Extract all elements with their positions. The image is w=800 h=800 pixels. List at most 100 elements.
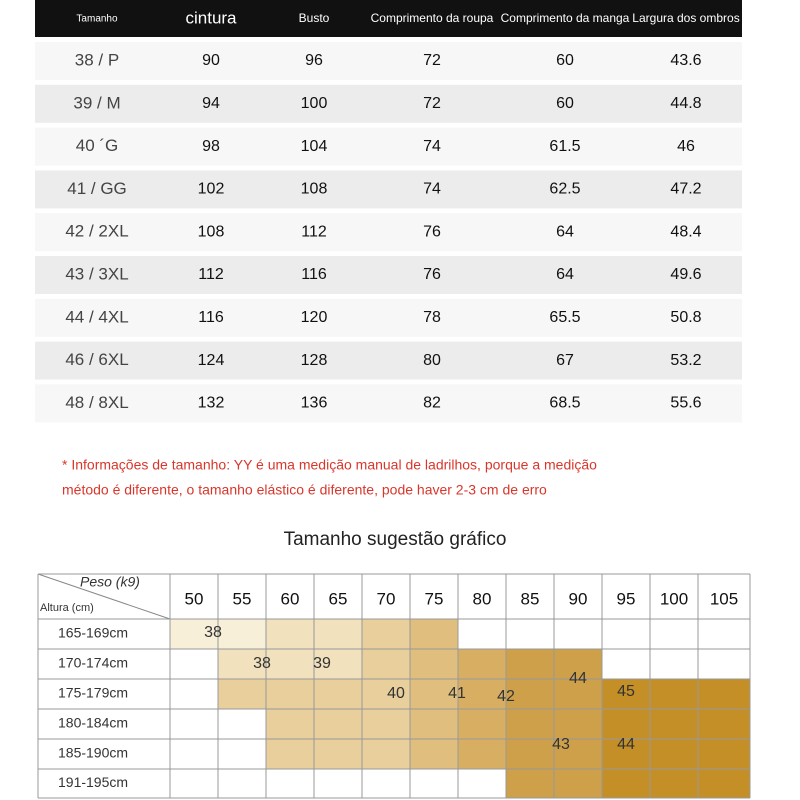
corner-height: Altura (cm) bbox=[40, 602, 94, 614]
cell: 112 bbox=[301, 223, 327, 240]
cell: 100 bbox=[301, 95, 328, 112]
cell: 124 bbox=[198, 352, 225, 369]
cell: 43.6 bbox=[670, 52, 701, 69]
row-bg bbox=[35, 341, 742, 380]
cell: 76 bbox=[423, 266, 441, 283]
height: 175-179cm bbox=[58, 685, 128, 701]
row-bg bbox=[35, 298, 742, 337]
weight: 90 bbox=[569, 589, 588, 608]
header-cell: cintura bbox=[185, 8, 237, 27]
cell: 82 bbox=[423, 395, 441, 412]
cell: 96 bbox=[305, 52, 323, 69]
cell: 46 / 6XL bbox=[65, 350, 128, 369]
cell: 112 bbox=[198, 266, 224, 283]
weight: 80 bbox=[473, 589, 492, 608]
weight: 65 bbox=[329, 589, 348, 608]
height: 185-190cm bbox=[58, 745, 128, 761]
cell: 64 bbox=[556, 266, 574, 283]
cell: 61.5 bbox=[549, 138, 580, 155]
cell: 104 bbox=[301, 138, 328, 155]
cell: 128 bbox=[301, 352, 328, 369]
cell: 48 / 8XL bbox=[65, 393, 128, 412]
cell: 55.6 bbox=[670, 395, 701, 412]
row-bg bbox=[35, 127, 742, 166]
cell: 108 bbox=[198, 223, 225, 240]
cell: 50.8 bbox=[670, 309, 701, 326]
size-label: 41 bbox=[448, 685, 466, 702]
cell: 98 bbox=[202, 138, 220, 155]
height: 191-195cm bbox=[58, 774, 128, 790]
size-label: 44 bbox=[617, 736, 635, 753]
height: 165-169cm bbox=[58, 625, 128, 641]
cell: 38 / P bbox=[75, 50, 119, 69]
cell: 116 bbox=[198, 309, 224, 326]
cell: 94 bbox=[202, 95, 220, 112]
row-bg bbox=[35, 384, 742, 423]
cell: 72 bbox=[423, 95, 441, 112]
cell: 41 / GG bbox=[67, 179, 127, 198]
weight: 100 bbox=[660, 589, 688, 608]
weight: 70 bbox=[377, 589, 396, 608]
cell: 108 bbox=[301, 181, 328, 198]
size-label: 43 bbox=[552, 736, 570, 753]
header-cell: Busto bbox=[299, 11, 330, 25]
size-label: 42 bbox=[497, 688, 515, 705]
corner-weight: Peso (k9) bbox=[80, 574, 140, 590]
corner-diag bbox=[37, 573, 171, 620]
cell: 53.2 bbox=[670, 352, 701, 369]
weight: 85 bbox=[521, 589, 540, 608]
size-label: 38 bbox=[253, 655, 271, 672]
cell: 39 / M bbox=[73, 93, 120, 112]
cell: 44.8 bbox=[670, 95, 701, 112]
size-label: 38 bbox=[204, 624, 222, 641]
row-bg bbox=[35, 170, 742, 209]
cell: 60 bbox=[556, 52, 574, 69]
weight: 60 bbox=[281, 589, 300, 608]
chart-title: Tamanho sugestão gráfico bbox=[284, 529, 507, 550]
header-bg bbox=[35, 0, 742, 37]
cell: 60 bbox=[556, 95, 574, 112]
cell: 49.6 bbox=[670, 266, 701, 283]
cell: 132 bbox=[198, 395, 225, 412]
cell: 116 bbox=[301, 266, 327, 283]
cell: 67 bbox=[556, 352, 574, 369]
cell: 68.5 bbox=[549, 395, 580, 412]
cell: 76 bbox=[423, 223, 441, 240]
cell: 90 bbox=[202, 52, 220, 69]
cell: 102 bbox=[198, 181, 225, 198]
cell: 72 bbox=[423, 52, 441, 69]
cell: 74 bbox=[423, 181, 441, 198]
note: * Informações de tamanho: YY é uma mediç… bbox=[62, 457, 597, 473]
cell: 65.5 bbox=[549, 309, 580, 326]
cell: 42 / 2XL bbox=[65, 222, 128, 241]
weight: 55 bbox=[233, 589, 252, 608]
header-cell: Comprimento da manga bbox=[501, 11, 630, 25]
size-label: 40 bbox=[387, 685, 405, 702]
weight: 50 bbox=[185, 589, 204, 608]
row-bg bbox=[35, 256, 742, 294]
cell: 44 / 4XL bbox=[65, 307, 128, 326]
cell: 74 bbox=[423, 138, 441, 155]
header-cell: Comprimento da roupa bbox=[371, 11, 494, 25]
height: 180-184cm bbox=[58, 715, 128, 731]
size-label: 45 bbox=[617, 683, 635, 700]
cell: 120 bbox=[301, 309, 328, 326]
cell: 48.4 bbox=[670, 223, 701, 240]
cell: 80 bbox=[423, 352, 441, 369]
size-label: 39 bbox=[313, 655, 331, 672]
weight: 95 bbox=[617, 589, 636, 608]
row-bg bbox=[35, 42, 742, 80]
height: 170-174cm bbox=[58, 655, 128, 671]
row-bg bbox=[35, 84, 742, 123]
cell: 78 bbox=[423, 309, 441, 326]
cell: 46 bbox=[677, 138, 695, 155]
cell: 47.2 bbox=[670, 181, 701, 198]
weight: 105 bbox=[710, 589, 738, 608]
header-cell: Largura dos ombros bbox=[632, 11, 739, 25]
note: método é diferente, o tamanho elástico é… bbox=[62, 482, 547, 498]
cell: 40 ´G bbox=[76, 136, 119, 155]
cell: 62.5 bbox=[549, 181, 580, 198]
size-label: 44 bbox=[569, 670, 587, 687]
cell: 43 / 3XL bbox=[65, 264, 128, 283]
